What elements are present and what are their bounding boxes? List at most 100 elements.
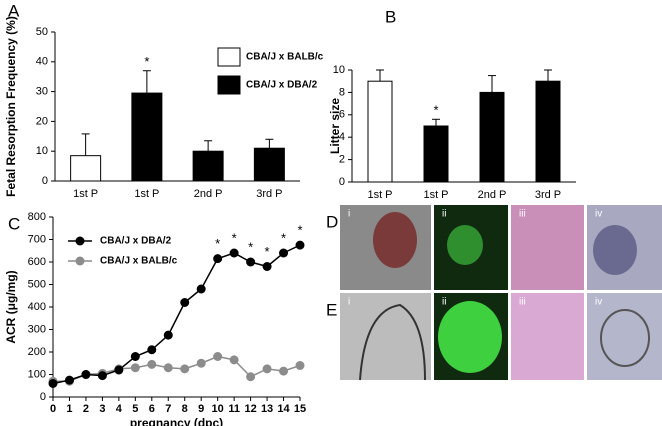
point [180,298,190,307]
y-tick-label: 800 [28,211,46,223]
x-tick-label: 2nd P [478,189,507,201]
image [340,293,431,380]
image-label: iii [519,297,526,308]
y-tick-label: 600 [28,256,46,268]
point [196,358,206,368]
point [295,361,305,370]
image-detail [600,309,650,367]
annotation: * [144,54,149,69]
panel-label: A [8,1,20,20]
x-tick-label: 3rd P [535,189,561,201]
point [279,248,289,258]
x-tick-label: 1st P [73,188,98,200]
legend-label: CBA/J x DBA/2 [100,236,172,247]
x-tick-label: 5 [132,403,138,415]
y-tick-label: 6 [339,109,345,121]
x-tick-label: 2nd P [194,188,223,200]
y-axis-label: Fetal Resorption Frequency (%) [4,16,18,197]
y-axis-label: ACR (μg/mg) [4,270,18,343]
x-tick-label: 3 [99,403,105,415]
y-tick-label: 20 [36,115,48,127]
panel-label: C [8,214,20,233]
point [163,363,173,373]
point [48,379,58,388]
point [262,364,272,374]
point [229,355,239,365]
x-axis-label: pregnancy (dpc) [130,416,223,426]
x-tick-label: 11 [228,403,240,415]
bar [253,147,285,182]
image-grid [340,205,662,381]
legend-label: CBA/J x BALB/c [100,256,178,267]
y-tick-label: 0 [42,175,48,187]
x-tick-label: 1st P [134,188,159,200]
x-tick-label: 7 [165,403,171,415]
x-tick-label: 6 [149,403,155,415]
point [295,240,305,250]
point [262,262,272,271]
x-tick-label: 15 [294,403,306,415]
x-tick-label: 0 [50,403,56,415]
series-line [52,244,301,385]
annotation: * [232,230,237,245]
x-tick-label: 1 [66,403,72,415]
image-detail [359,303,426,381]
point [147,345,157,355]
point [81,370,91,379]
image-detail [447,225,483,265]
legend-swatch [217,75,241,95]
point [130,352,140,361]
point [213,352,223,361]
panel-label: E [326,300,337,319]
y-tick-label: 500 [28,278,46,290]
point [163,330,173,340]
point [180,364,190,374]
x-tick-label: 2 [83,403,89,415]
panel-label: D [326,212,338,231]
image [511,205,584,290]
y-tick-label: 700 [28,233,46,245]
y-tick-label: 100 [28,368,46,380]
point [213,254,223,264]
x-tick-label: 8 [182,403,188,415]
x-tick-label: 4 [116,403,123,415]
annotation: * [215,236,220,251]
annotation: * [297,223,302,238]
x-tick-label: 3rd P [256,188,282,200]
y-tick-label: 200 [28,346,46,358]
legend-label: CBA/J x BALB/c [246,52,324,63]
y-tick-label: 0 [339,176,345,188]
point [130,363,140,373]
image-label: iii [519,209,526,220]
series-line [53,355,301,382]
y-tick-label: 4 [339,131,345,143]
y-tick-label: 2 [339,154,345,166]
x-tick-label: 14 [277,403,290,415]
x-tick-label: 9 [198,403,204,415]
y-tick-label: 300 [28,323,46,335]
x-tick-label: 10 [212,403,224,415]
legend-swatch [217,47,241,67]
y-tick-label: 40 [36,56,48,68]
y-tick-label: 400 [28,301,46,313]
bar [131,92,163,182]
point [114,365,124,375]
point [64,375,74,385]
image-detail [593,225,637,275]
image-detail [373,212,417,268]
y-tick-label: 50 [36,26,48,38]
y-axis-label: Litter size [328,98,342,154]
y-tick-label: 10 [333,64,345,76]
bar [192,150,224,182]
image-label: iv [595,297,602,308]
y-tick-label: 10 [36,145,48,157]
image-label: i [348,209,350,220]
panel-label: B [385,7,396,26]
image [511,293,584,380]
y-tick-label: 8 [339,86,345,98]
bar [367,80,393,183]
point [246,372,256,382]
image-label: ii [442,297,446,308]
legend-marker [75,236,85,246]
